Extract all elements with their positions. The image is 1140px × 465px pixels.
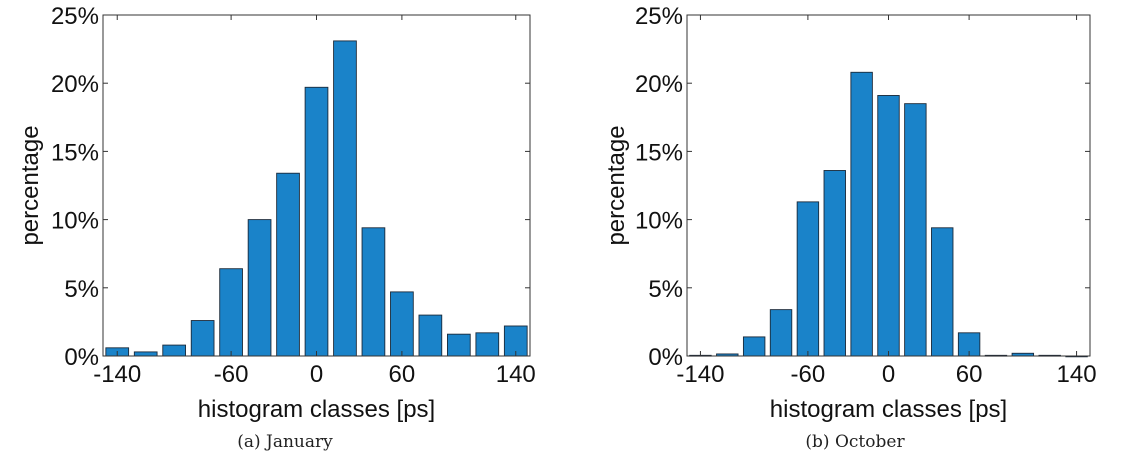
x-tick-label: -140 [93,361,141,388]
y-tick-label: 20% [51,71,99,98]
histogram-bar [247,219,272,357]
x-tick-label: -60 [214,361,249,388]
chart-caption: (b) October [805,432,905,452]
y-tick-label: 0% [64,344,99,371]
y-tick-label: 5% [648,276,683,303]
histogram-bar [304,86,329,357]
y-tick-label: 10% [51,208,99,235]
histogram-bar [162,344,187,357]
x-tick-label: -140 [676,361,724,388]
histogram-bar [276,172,300,357]
x-axis-label: histogram classes [ps] [770,396,1007,423]
chart-october: 0% 5% 10% 15% 20% 25% -140 -60 0 60 140 histogram c… [570,0,1140,465]
histogram-bar [361,227,386,357]
y-tick-label: 0% [648,344,683,371]
y-tick-label: 25% [51,3,99,30]
x-tick-label: 140 [1057,361,1097,388]
histogram-plot: 0% 5% 10% 15% 20% 25% -140 -60 0 60 140 histogram c… [603,3,1097,423]
histogram-bar [931,227,954,357]
y-tick-label: 5% [64,276,99,303]
y-tick-label: 15% [635,139,683,166]
histogram-bar [796,201,820,357]
histogram-bar [850,71,873,357]
histogram-bar [904,103,927,357]
y-tick-label: 10% [635,208,683,235]
x-tick-label: 60 [389,361,416,388]
histogram-bar [190,320,215,357]
histogram-plot: 0% 5% 10% 15% 20% 25% -140 -60 0 60 140 histogram c… [17,3,536,423]
histogram-bar [823,170,846,357]
histogram-bar [742,336,766,357]
y-tick-label: 15% [51,139,99,166]
histogram-bar [133,351,158,357]
chart-caption: (a) January [237,432,333,452]
histogram-bar [390,291,414,357]
histogram-bar [769,309,793,357]
histogram-bar [475,332,500,357]
y-tick-label: 25% [635,3,683,30]
x-tick-label: 60 [956,361,983,388]
x-tick-label: 140 [496,361,536,388]
x-tick-label: 0 [882,361,895,388]
chart-january: 0% 5% 10% 15% 20% 25% -140 -60 0 60 140 histogram c… [17,3,536,452]
histogram-bar [446,333,471,357]
y-axis-label: percentage [17,125,44,245]
x-tick-label: -60 [791,361,826,388]
y-tick-label: 20% [635,71,683,98]
histogram-bar [418,314,443,357]
histogram-bar [877,95,900,357]
x-tick-label: 0 [310,361,323,388]
histogram-bar [219,268,243,357]
histogram-bar [333,40,357,357]
x-axis-label: histogram classes [ps] [198,396,435,423]
y-axis-label: percentage [603,125,630,245]
